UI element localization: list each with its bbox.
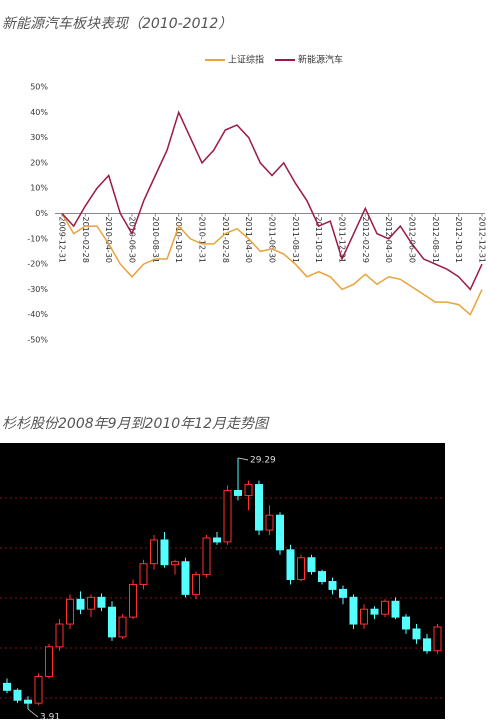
candle-body [286,549,295,581]
x-tick-label: 2011-06-30 [268,217,277,264]
x-tick-label: 2010-12-31 [198,217,207,264]
candle-body [234,489,242,496]
series-line [61,213,483,316]
candle-body [24,699,32,704]
candle-body [202,537,211,576]
candle-body [223,489,232,543]
candle-body [118,616,127,638]
candle-body [328,580,337,590]
candle-body [297,557,305,581]
x-tick-label: 2010-04-30 [104,217,113,264]
candle-body [181,561,190,595]
x-tick-label: 2010-06-30 [128,217,137,264]
y-tick-label: 10% [30,184,48,193]
candle-body [370,608,379,615]
candle-body [360,608,368,625]
legend-label: 新能源汽车 [298,54,343,66]
candle-body [423,638,431,652]
candle-body [192,574,200,595]
y-tick-label: -50% [27,336,48,345]
y-tick-label: 20% [30,158,48,167]
candle-body [276,514,284,551]
candle-body [129,583,137,618]
candle-body [244,484,253,496]
x-tick-label: 2012-12-31 [478,217,487,264]
candle-body [318,571,326,582]
chart-title: 杉杉股份2008年9月到2010年12月走势图 [2,416,270,432]
candle-body [255,484,263,531]
x-tick-label: 2010-08-31 [151,217,160,264]
candle-body [97,596,106,608]
x-tick-label: 2012-08-31 [431,217,440,264]
series-line [61,110,483,291]
candle-body [66,598,74,625]
x-tick-label: 2012-02-29 [361,217,370,264]
x-tick-label: 2009-12-31 [58,217,67,264]
y-tick-label: -10% [27,234,48,243]
y-tick-label: -20% [27,260,48,269]
annotation-leader [237,457,249,461]
x-tick-label: 2012-06-30 [408,217,417,264]
x-tick-label: 2012-10-31 [454,217,463,264]
candle-body [13,689,22,701]
candle-body [213,537,221,543]
y-tick-label: 0% [35,209,48,218]
candle-background [0,443,445,719]
candle-body [108,606,116,638]
y-tick-label: 50% [30,83,48,92]
candle-body [339,588,347,598]
annotation-leader [27,708,39,718]
candle-body [87,596,95,610]
y-tick-label: 40% [30,108,48,117]
candle-body [171,561,179,566]
x-tick-label: 2011-08-31 [291,217,300,264]
candle-body [139,563,148,585]
candle-body [307,557,316,573]
candle-body [3,682,11,691]
candle-body [402,616,410,630]
candle-body [150,539,158,565]
x-tick-label: 2010-02-28 [81,217,90,264]
x-tick-label: 2011-10-31 [314,217,323,264]
candle-body [160,539,169,566]
y-tick-label: -40% [27,310,48,319]
y-tick-label: 30% [30,133,48,142]
candle-body [433,626,442,652]
annotation: 3.91 [40,713,60,723]
candle-body [34,675,43,704]
candle-body [349,596,358,625]
x-tick-label: 2011-12-31 [338,217,347,264]
candle-body [381,600,389,615]
x-tick-label: 2010-10-31 [174,217,183,264]
candle-body [265,514,274,531]
annotation: 29.29 [250,455,276,465]
legend-label: 上证综指 [228,54,264,66]
candle-body [391,600,400,618]
candle-body [76,598,85,610]
y-tick-label: -30% [27,285,48,294]
candle-body [412,628,421,640]
x-tick-label: 2011-02-28 [221,217,230,264]
x-tick-label: 2012-04-30 [384,217,393,264]
candle-body [55,623,64,648]
candle-body [45,646,53,677]
chart-title: 新能源汽车板块表现（2010-2012） [2,16,232,32]
